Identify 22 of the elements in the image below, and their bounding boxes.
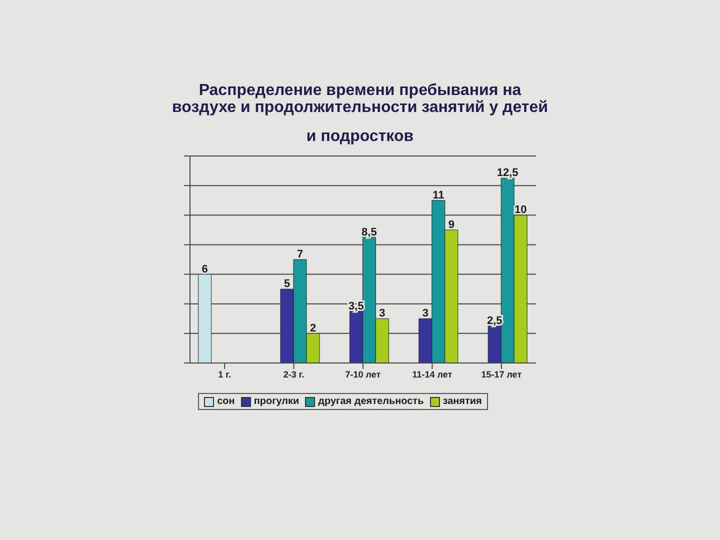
- chart-title: Распределение времени пребывания на воздухе и продолжительности занятий у детей и подростков: [171, 82, 549, 145]
- data-label: 12,5: [496, 167, 518, 180]
- bar: [198, 274, 212, 363]
- legend-label: прогулки: [254, 396, 300, 407]
- data-label: 9: [448, 218, 454, 231]
- data-label: 11: [432, 189, 444, 202]
- x-tick-label: 2-3 г.: [283, 369, 304, 380]
- data-label: 8,5: [362, 226, 377, 238]
- legend-label: другая деятельность: [318, 396, 424, 407]
- data-label: 6: [202, 263, 208, 276]
- x-tick-label: 15-17 лет: [481, 369, 522, 380]
- data-label: 3: [422, 308, 428, 320]
- x-tick-label: 11-14 лет: [412, 369, 453, 380]
- legend-label: сон: [217, 396, 235, 407]
- x-tick-label: 1 г.: [218, 369, 232, 380]
- data-label: 7: [296, 248, 304, 260]
- data-label: 5: [284, 278, 290, 290]
- data-label: 10: [514, 204, 527, 216]
- data-label: 3: [379, 308, 386, 320]
- data-label: 2: [310, 322, 316, 334]
- x-tick-label: 7-10 лет: [345, 369, 382, 380]
- legend-label: занятия: [442, 396, 482, 407]
